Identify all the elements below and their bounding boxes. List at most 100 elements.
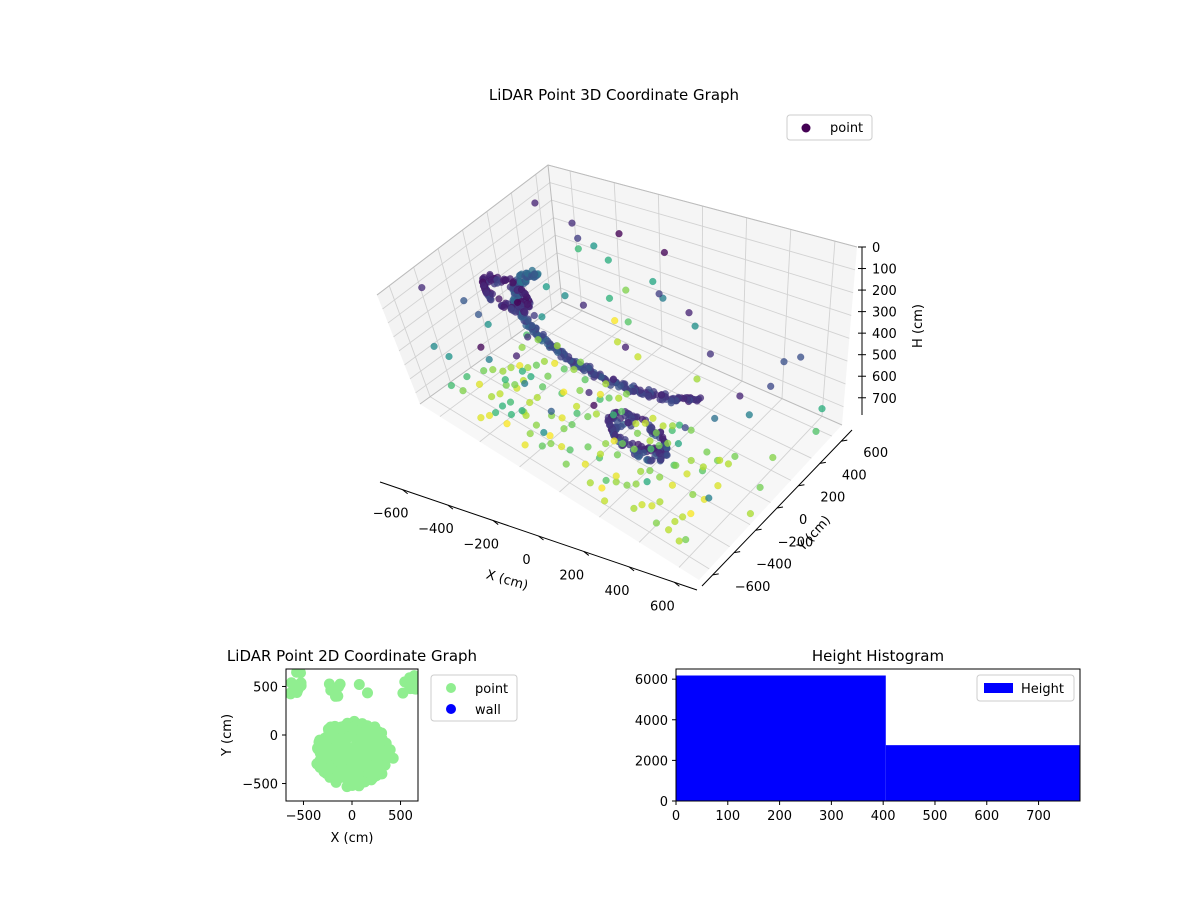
point-3d — [526, 429, 534, 438]
x-tick-label-2d: −500 — [286, 809, 322, 824]
point-3d — [500, 303, 508, 311]
point-2d — [340, 734, 352, 746]
point-3d — [624, 418, 632, 427]
point-3d — [572, 402, 581, 411]
points-2d — [286, 669, 418, 793]
point-3d — [736, 392, 744, 400]
point-3d — [610, 437, 618, 445]
point-3d — [547, 439, 555, 448]
y-tick-label-hist: 6000 — [635, 673, 668, 688]
point-3d — [602, 380, 610, 388]
legend-2d-label-point: point — [475, 682, 508, 697]
point-3d — [659, 422, 667, 430]
point-2d — [330, 732, 341, 744]
point-3d — [660, 248, 669, 257]
point-2d — [336, 723, 348, 735]
y-tick-label: −600 — [735, 580, 771, 595]
point-2d — [371, 752, 383, 764]
point-2d — [324, 762, 336, 774]
point-3d — [584, 443, 592, 451]
y-tick — [734, 551, 741, 554]
x-tick-label: −400 — [418, 522, 454, 537]
point-3d — [558, 414, 566, 422]
point-3d — [600, 497, 609, 505]
point-3d — [731, 452, 739, 461]
point-3d — [580, 367, 588, 375]
point-3d — [609, 411, 618, 419]
point-3d — [611, 431, 619, 439]
point-3d — [652, 519, 661, 527]
point-3d — [546, 432, 554, 440]
point-3d — [507, 363, 515, 372]
x-axis-label: X (cm) — [484, 567, 529, 593]
x-tick — [538, 535, 544, 541]
pane-left — [377, 165, 562, 404]
point-3d — [613, 451, 622, 459]
point-3d — [693, 375, 701, 383]
point-3d — [615, 394, 623, 402]
point-3d — [521, 441, 529, 449]
chart-histogram: Height Histogram 0 100 200 300 400 500 600 7000… — [635, 647, 1081, 824]
point-3d — [590, 401, 598, 410]
point-3d — [618, 439, 627, 448]
point-3d — [560, 425, 568, 433]
point-3d — [531, 199, 539, 207]
point-3d — [602, 476, 610, 485]
z-tick-label: 400 — [872, 327, 897, 342]
y-tick-label-hist: 0 — [660, 795, 668, 810]
point-3d — [664, 526, 673, 534]
point-3d — [647, 457, 655, 465]
point-3d — [447, 381, 456, 390]
point-3d — [674, 439, 683, 448]
point-3d — [767, 382, 775, 390]
point-3d — [496, 390, 504, 398]
point-3d — [518, 406, 526, 415]
point-2d — [348, 764, 360, 776]
point-3d — [484, 320, 492, 329]
point-3d — [622, 390, 631, 398]
point-3d — [521, 289, 529, 298]
x-tick — [628, 566, 635, 572]
point-3d — [769, 453, 777, 462]
chart-2d-title: LiDAR Point 2D Coordinate Graph — [227, 647, 477, 665]
pane-edge — [419, 301, 843, 426]
point-3d — [605, 294, 614, 302]
histogram-bars — [676, 675, 1080, 801]
point-3d — [585, 388, 593, 397]
legend-3d: point — [786, 114, 873, 141]
y-tick-label-hist: 4000 — [635, 714, 668, 729]
point-3d — [745, 411, 753, 419]
point-3d — [675, 537, 683, 545]
point-3d — [615, 230, 623, 238]
y-tick — [798, 484, 805, 487]
point-3d — [581, 460, 589, 468]
y-tick — [712, 573, 719, 576]
point-3d — [574, 234, 582, 242]
point-3d — [560, 388, 568, 396]
x-tick — [674, 581, 680, 587]
point-3d — [668, 481, 677, 489]
point-3d — [687, 509, 695, 518]
point-3d — [534, 335, 542, 344]
point-3d — [621, 343, 630, 351]
point-3d — [523, 300, 531, 308]
point-2d — [334, 678, 346, 690]
point-3d — [513, 298, 522, 307]
point-3d — [574, 245, 582, 253]
point-3d — [622, 286, 630, 294]
point-3d — [538, 383, 547, 391]
point-3d — [638, 501, 646, 509]
point-3d — [632, 480, 640, 488]
legend-2d-label-wall: wall — [475, 703, 501, 718]
point-3d — [524, 333, 532, 341]
z-tick-label: 500 — [872, 349, 897, 364]
point-3d — [655, 290, 663, 298]
legend-histogram-frame — [976, 674, 1075, 702]
y-tick-label: 400 — [842, 468, 867, 483]
point-3d — [609, 375, 618, 383]
point-3d — [659, 435, 667, 443]
point-2d — [363, 735, 375, 747]
point-2d — [286, 677, 297, 689]
point-3d — [477, 414, 485, 422]
